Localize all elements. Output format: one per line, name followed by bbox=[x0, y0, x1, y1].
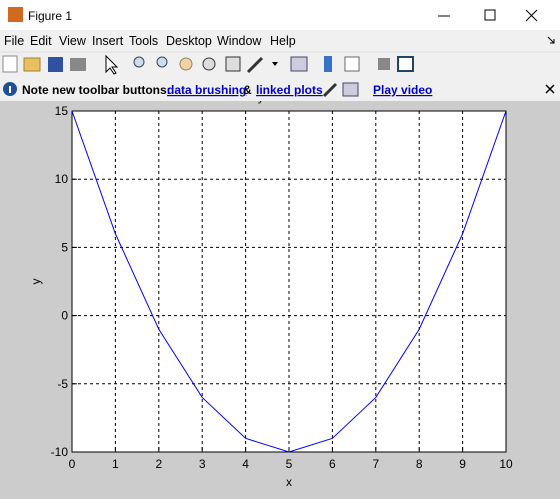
window-title: Figure 1 bbox=[28, 9, 72, 23]
menu-item[interactable]: Tools bbox=[129, 34, 158, 48]
data-line bbox=[71, 110, 507, 453]
x-tick-label: 10 bbox=[499, 457, 513, 471]
x-tick-label: 6 bbox=[329, 457, 336, 471]
link-data-brushing[interactable]: data brushing bbox=[167, 83, 246, 97]
info-note: Note new toolbar buttons: bbox=[22, 83, 171, 97]
tool-datacursor[interactable] bbox=[225, 56, 241, 72]
x-axis-label: x bbox=[286, 475, 292, 489]
tool-hide[interactable] bbox=[378, 58, 390, 70]
x-tick-label: 7 bbox=[372, 457, 379, 471]
x-tick-label: 5 bbox=[286, 457, 293, 471]
tool-dropdown[interactable] bbox=[272, 62, 278, 66]
menu-item[interactable]: Edit bbox=[30, 34, 52, 48]
menu-item[interactable]: Desktop bbox=[166, 34, 212, 48]
x-tick-label: 1 bbox=[112, 457, 119, 471]
info-brush-icon bbox=[322, 82, 338, 98]
x-tick-label: 3 bbox=[199, 457, 206, 471]
plot: Plot of y = x^2 - 10*x + 15012345678910-… bbox=[29, 90, 513, 489]
tool-zoom-in[interactable] bbox=[133, 56, 145, 68]
info-link-icon bbox=[342, 82, 359, 97]
app-icon bbox=[8, 7, 23, 22]
info-icon-i bbox=[9, 86, 11, 93]
tool-legend[interactable] bbox=[344, 56, 360, 72]
tool-new[interactable] bbox=[2, 55, 18, 73]
info-bar bbox=[0, 78, 560, 101]
tool-brush[interactable] bbox=[246, 56, 264, 74]
menu-item[interactable]: File bbox=[4, 34, 24, 48]
y-tick-label: 15 bbox=[55, 104, 69, 118]
dock-arrow[interactable] bbox=[547, 36, 555, 44]
close[interactable] bbox=[525, 9, 538, 22]
link-linked-plots[interactable]: linked plots bbox=[256, 83, 323, 97]
menu-item[interactable]: View bbox=[59, 34, 87, 48]
x-tick-label: 2 bbox=[155, 457, 162, 471]
menu-bar: File Edit View Insert Tools Desktop Window Help bbox=[4, 34, 296, 48]
tool-link[interactable] bbox=[290, 56, 308, 72]
x-tick-label: 8 bbox=[416, 457, 423, 471]
x-tick-label: 0 bbox=[69, 457, 76, 471]
title-bar bbox=[0, 0, 560, 30]
tool-rotate[interactable] bbox=[202, 57, 216, 71]
tool-open[interactable] bbox=[23, 57, 41, 72]
tool-pan[interactable] bbox=[179, 57, 193, 71]
link-play-video[interactable]: Play video bbox=[373, 83, 432, 97]
menu-item[interactable]: Window bbox=[217, 34, 262, 48]
info-close[interactable] bbox=[545, 84, 555, 94]
y-tick-label: -10 bbox=[51, 445, 69, 459]
tool-colorbar[interactable] bbox=[324, 56, 332, 72]
y-axis-label: y bbox=[29, 279, 43, 285]
x-tick-label: 9 bbox=[459, 457, 466, 471]
tool-show[interactable] bbox=[397, 56, 414, 72]
toolbar bbox=[2, 54, 414, 75]
maximize[interactable] bbox=[484, 9, 496, 21]
tool-zoom-out[interactable] bbox=[156, 56, 168, 68]
y-tick-label: 5 bbox=[61, 240, 68, 254]
tool-select[interactable] bbox=[105, 54, 119, 75]
menu-item[interactable]: Insert bbox=[92, 34, 124, 48]
y-tick-label: -5 bbox=[57, 377, 68, 391]
info-amp: & bbox=[243, 83, 252, 97]
x-tick-label: 4 bbox=[242, 457, 249, 471]
tool-print[interactable] bbox=[70, 58, 86, 71]
tool-save[interactable] bbox=[48, 57, 63, 72]
y-tick-label: 10 bbox=[55, 172, 69, 186]
y-tick-label: 0 bbox=[61, 309, 68, 323]
menu-item[interactable]: Help bbox=[270, 34, 296, 48]
